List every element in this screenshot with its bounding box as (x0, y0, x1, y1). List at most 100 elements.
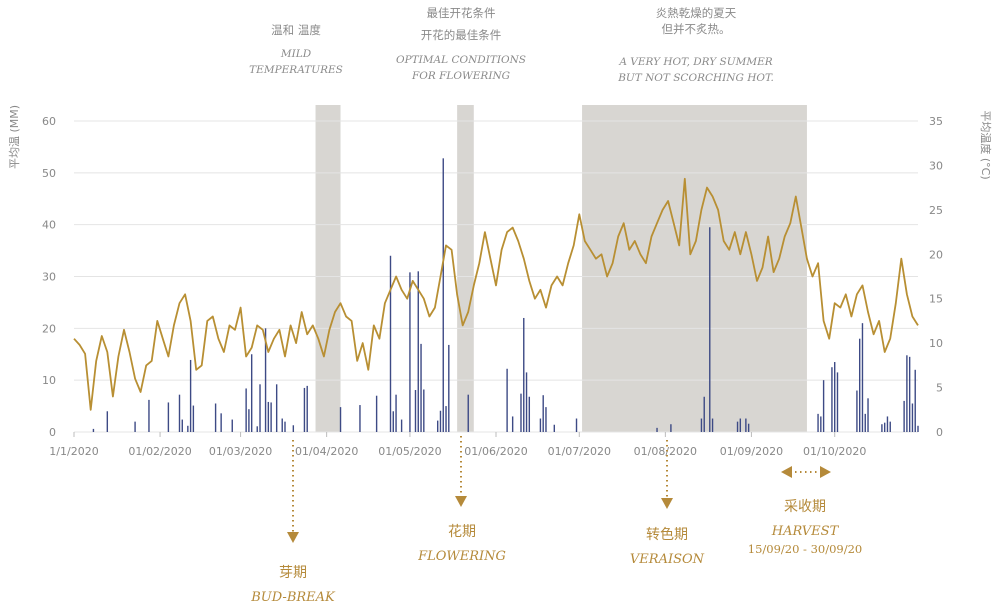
rain-bar-26 (306, 385, 308, 432)
rain-bar-66 (817, 413, 819, 432)
x-tick-8: 01/09/2020 (720, 445, 783, 458)
right-tick-3: 15 (929, 293, 943, 306)
rain-bar-30 (389, 255, 392, 432)
left-axis-ticks: 0 10 20 30 40 50 60 (42, 115, 56, 439)
right-tick-1: 5 (936, 382, 943, 395)
gridlines (74, 120, 918, 433)
rain-bar-60 (709, 227, 711, 432)
rain-bar-62 (736, 421, 739, 432)
rain-bar-3 (148, 399, 150, 432)
rain-bar-64 (745, 418, 747, 432)
stage-budbreak-en: BUD-BREAK (250, 590, 336, 605)
annotation-mild-en-2: TEMPERATURES (249, 64, 343, 76)
annotation-hot-cn-1: 炎熱乾燥的夏天 (656, 6, 737, 20)
rain-bar-74 (861, 323, 864, 432)
shaded-period-2 (582, 105, 807, 432)
rain-bar-53 (545, 407, 547, 432)
rain-bar-5 (178, 394, 181, 432)
rain-bar-6 (181, 419, 183, 432)
x-tick-2: 01/03/2020 (209, 445, 272, 458)
x-tick-4: 01/05/2020 (378, 445, 441, 458)
left-axis-title: 平均温 (MM) (8, 105, 21, 169)
x-tick-7: 01/08/2020 (634, 445, 697, 458)
annotation-hot-cn-2: 但并不炙热。 (662, 22, 731, 36)
annotation-optimal-cn-2: 开花的最佳条件 (421, 28, 502, 42)
rain-bar-48 (523, 317, 525, 432)
rain-bar-59 (703, 396, 705, 432)
right-tick-7: 35 (929, 115, 943, 128)
rain-bar-65 (747, 423, 750, 432)
left-tick-3: 30 (42, 271, 56, 284)
right-tick-4: 20 (929, 248, 943, 261)
rain-bar-85 (914, 369, 916, 432)
rain-bar-34 (409, 272, 411, 432)
rain-bar-17 (259, 384, 261, 432)
rain-bars (92, 158, 919, 432)
harvest-arrowhead-left (781, 466, 792, 478)
x-axis-ticks: 1/1/2020 01/02/2020 01/03/2020 01/04/2020 01… (49, 432, 866, 458)
flowering-arrowhead (455, 496, 467, 507)
rain-bar-50 (528, 396, 531, 432)
rain-bar-86 (917, 425, 919, 432)
shaded-periods (315, 105, 807, 432)
rain-bar-31 (392, 411, 394, 432)
stage-veraison-cn: 转色期 (646, 526, 688, 543)
annotation-mild-en-1: MILD (280, 48, 312, 60)
rain-bar-40 (439, 410, 442, 432)
left-tick-0: 0 (49, 426, 56, 439)
rain-bar-7 (187, 425, 189, 432)
stage-harvest-dates: 15/09/20 - 30/09/20 (748, 542, 863, 556)
rain-bar-83 (908, 356, 911, 432)
right-tick-2: 10 (929, 337, 943, 350)
temperature-line (73, 177, 919, 411)
stage-harvest-cn: 采收期 (784, 499, 826, 515)
rain-bar-16 (256, 426, 258, 432)
rain-bar-71 (836, 372, 839, 432)
stage-harvest-en: HARVEST (771, 524, 840, 539)
annotation-hot-en-1: A VERY HOT, DRY SUMMER (618, 56, 772, 68)
x-tick-0: 1/1/2020 (49, 445, 98, 458)
right-tick-0: 0 (936, 426, 943, 439)
shaded-period-1 (457, 105, 474, 432)
rain-bar-36 (417, 271, 419, 432)
rain-bar-21 (275, 384, 278, 432)
rain-bar-29 (375, 395, 378, 432)
rain-bar-25 (303, 387, 306, 432)
right-axis-ticks: 0 5 10 15 20 25 30 35 (929, 115, 943, 439)
rain-bar-73 (858, 338, 861, 432)
rain-bar-1 (106, 411, 109, 432)
stage-flowering-en: FLOWERING (417, 549, 506, 564)
budbreak-arrowhead (287, 532, 299, 543)
rain-bar-56 (656, 427, 658, 432)
right-axis-title: 平均温度 (°C) (979, 110, 993, 179)
left-tick-4: 40 (42, 219, 56, 232)
rain-bar-51 (539, 418, 542, 432)
rain-bar-46 (511, 416, 514, 432)
rain-bar-44 (467, 394, 469, 432)
rain-bar-18 (264, 328, 267, 432)
rain-bar-39 (436, 420, 439, 432)
x-tick-1: 01/02/2020 (128, 445, 191, 458)
annotation-mild-cn: 温和 温度 (271, 23, 321, 37)
rain-bar-45 (506, 368, 508, 432)
stage-budbreak-cn: 芽期 (279, 565, 307, 581)
rain-bar-78 (883, 422, 886, 432)
rain-bar-47 (520, 393, 522, 432)
rain-bar-13 (245, 388, 247, 432)
x-tick-9: 01/10/2020 (803, 445, 866, 458)
rain-bar-79 (886, 416, 889, 432)
rain-bar-84 (911, 403, 914, 432)
rain-bar-37 (420, 343, 422, 432)
left-tick-6: 60 (42, 115, 56, 128)
rain-bar-8 (189, 359, 192, 432)
annotation-hot-en-2: BUT NOT SCORCHING HOT. (617, 72, 774, 84)
rain-bar-68 (822, 380, 825, 432)
rain-bar-67 (820, 416, 822, 432)
rain-bar-4 (167, 402, 170, 432)
rain-bar-76 (867, 398, 869, 432)
rain-bar-42 (445, 406, 447, 432)
rain-bar-33 (400, 419, 403, 432)
rain-bar-63 (739, 418, 742, 432)
annotation-optimal-en-1: OPTIMAL CONDITIONS (396, 54, 526, 66)
